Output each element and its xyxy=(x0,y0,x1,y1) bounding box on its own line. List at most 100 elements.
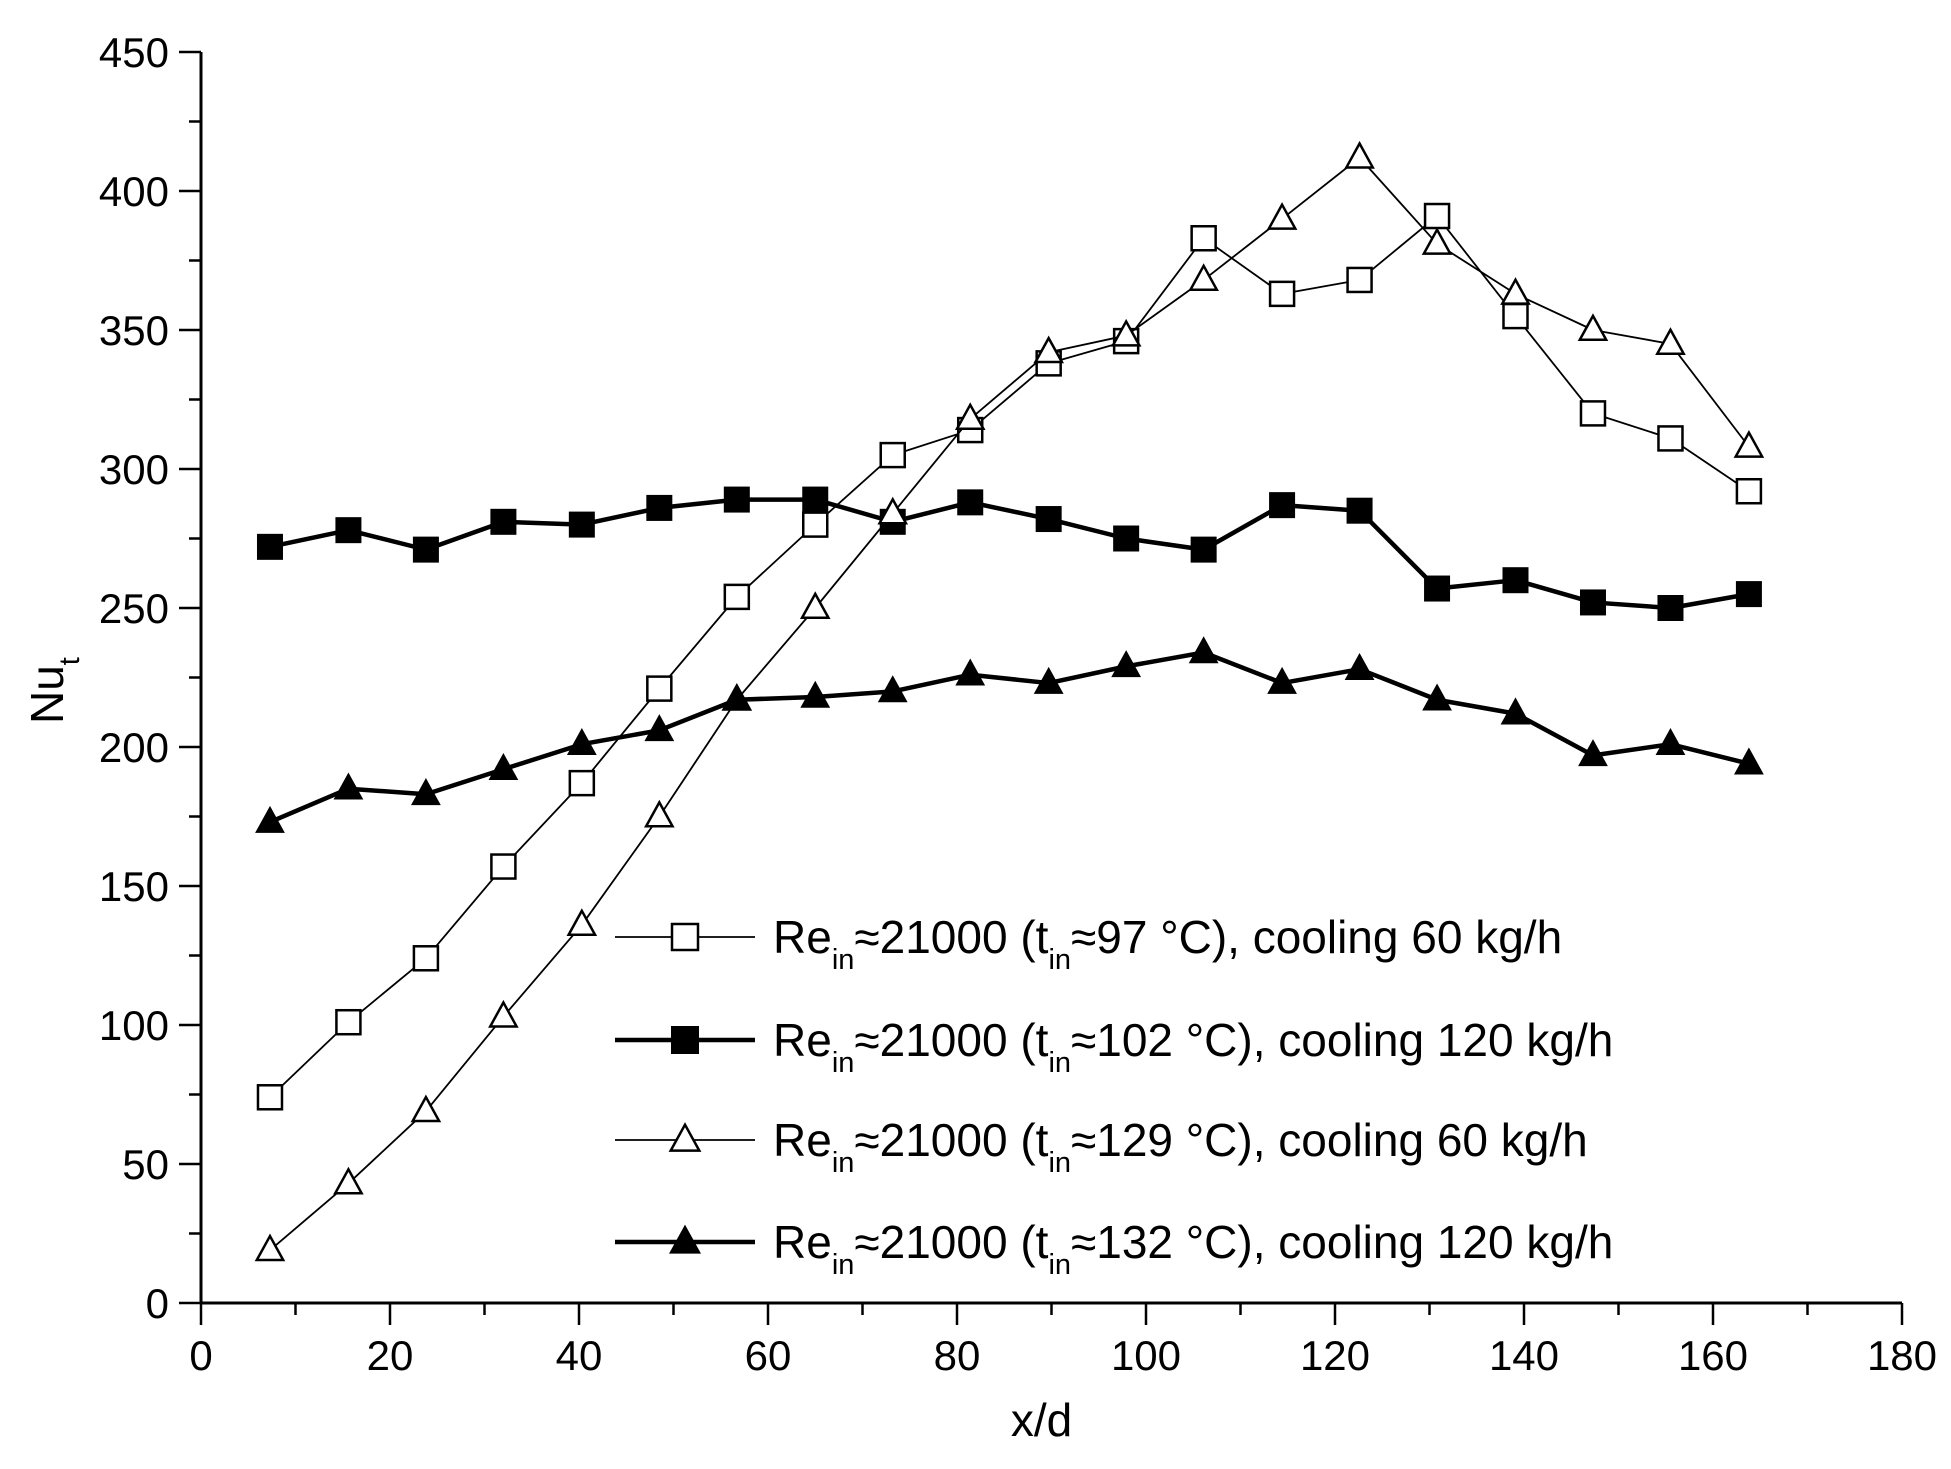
series-1-point xyxy=(1579,400,1607,427)
series-3-point xyxy=(1033,335,1064,364)
y-tick-label: 350 xyxy=(99,307,169,354)
series-1-point xyxy=(568,769,596,797)
series-4-point xyxy=(411,778,441,806)
series-4-line xyxy=(269,650,1750,825)
series-3-point xyxy=(799,591,831,620)
series-4-point xyxy=(255,805,285,833)
series-4-point xyxy=(1578,739,1608,767)
series-3-point xyxy=(566,908,598,936)
series-4-point xyxy=(644,714,675,742)
series-4-point xyxy=(1188,636,1219,664)
series-2-point xyxy=(1190,536,1217,563)
series-layer xyxy=(254,140,1765,1262)
y-tick-label: 100 xyxy=(99,1002,169,1049)
series-3-point xyxy=(1344,140,1375,169)
series-3-point xyxy=(1577,313,1609,342)
series-4 xyxy=(255,636,1764,833)
legend-label: Rein≈21000 (tin≈102 °C), cooling 120 kg/… xyxy=(773,1014,1613,1079)
series-1-point xyxy=(490,853,517,880)
series-2-point xyxy=(1113,525,1140,552)
series-2-point xyxy=(1735,581,1762,608)
x-tick-label: 160 xyxy=(1678,1332,1748,1379)
y-tick-label: 0 xyxy=(146,1280,169,1327)
series-4-point xyxy=(955,658,986,686)
x-tick-label: 120 xyxy=(1300,1332,1370,1379)
series-1-point xyxy=(1423,202,1451,230)
x-tick-label: 20 xyxy=(367,1332,414,1379)
y-axis-title: Nut xyxy=(21,657,86,724)
legend-marker xyxy=(671,1026,699,1054)
legend-entry-4: Rein≈21000 (tin≈132 °C), cooling 120 kg/… xyxy=(615,1216,1613,1281)
series-4-point xyxy=(1422,683,1452,711)
series-1-point xyxy=(802,511,829,538)
series-2-point xyxy=(1424,575,1451,602)
series-1 xyxy=(256,202,1763,1111)
series-2-point xyxy=(256,533,283,560)
x-tick-label: 180 xyxy=(1867,1332,1937,1379)
series-3-point xyxy=(410,1094,442,1123)
series-4-point xyxy=(1655,728,1686,756)
series-2-point xyxy=(1657,595,1684,621)
y-tick-label: 450 xyxy=(99,29,169,76)
series-4-point xyxy=(1111,650,1142,678)
series-4-point xyxy=(566,728,597,756)
x-tick-label: 100 xyxy=(1111,1332,1181,1379)
series-3-point xyxy=(1188,263,1219,292)
y-tick-label: 50 xyxy=(122,1141,169,1188)
y-tick-label: 300 xyxy=(99,446,169,493)
series-3-point xyxy=(1110,318,1142,347)
x-tick-label: 140 xyxy=(1489,1332,1559,1379)
legend-marker xyxy=(669,1224,701,1254)
series-2-point xyxy=(412,536,439,563)
series-1-point xyxy=(335,1008,362,1036)
series-2-point xyxy=(1269,492,1296,519)
series-1-point xyxy=(723,583,751,611)
series-1-point xyxy=(256,1084,284,1111)
x-tick-label: 80 xyxy=(934,1332,981,1379)
x-tick-label: 0 xyxy=(189,1332,212,1379)
series-4-point xyxy=(1500,697,1531,725)
y-tick-label: 150 xyxy=(99,863,169,910)
legend-marker xyxy=(668,1122,702,1152)
series-3-point xyxy=(1655,327,1686,355)
series-1-point xyxy=(1268,280,1296,308)
x-tick-label: 40 xyxy=(556,1332,603,1379)
series-2-point xyxy=(1579,589,1606,616)
series-4-point xyxy=(1734,747,1764,775)
series-4-point xyxy=(800,680,831,708)
series-3-point xyxy=(1733,430,1765,458)
series-3-point xyxy=(644,799,675,828)
series-4-point xyxy=(721,683,752,711)
series-1-point xyxy=(1657,425,1684,452)
legend-label: Rein≈21000 (tin≈129 °C), cooling 60 kg/h xyxy=(773,1114,1588,1179)
y-tick-label: 250 xyxy=(99,585,169,632)
series-1-point xyxy=(1502,302,1529,330)
series-3-point xyxy=(1266,202,1298,230)
series-4-point xyxy=(1267,666,1297,694)
series-1-point xyxy=(412,945,440,972)
series-2-point xyxy=(802,486,829,513)
series-2-point xyxy=(723,486,750,513)
legend-entry-1: Rein≈21000 (tin≈97 °C), cooling 60 kg/h xyxy=(615,911,1562,976)
legend-entry-3: Rein≈21000 (tin≈129 °C), cooling 60 kg/h xyxy=(615,1114,1588,1179)
series-1-line xyxy=(269,215,1750,1098)
series-2-point xyxy=(1346,497,1373,524)
series-3-point xyxy=(333,1166,364,1195)
y-tick-label: 200 xyxy=(99,724,169,771)
series-3 xyxy=(254,140,1765,1262)
legend: Rein≈21000 (tin≈97 °C), cooling 60 kg/h R… xyxy=(615,911,1613,1281)
series-3-point xyxy=(877,496,909,525)
x-tick-label: 60 xyxy=(745,1332,792,1379)
series-1-point xyxy=(646,675,673,702)
legend-label: Rein≈21000 (tin≈132 °C), cooling 120 kg/… xyxy=(773,1216,1613,1281)
series-2-line xyxy=(269,497,1750,611)
series-3-line xyxy=(269,156,1750,1251)
series-1-point xyxy=(1346,266,1373,294)
series-3-point xyxy=(488,999,519,1028)
series-1-point xyxy=(1735,477,1763,505)
x-axis-title: x/d xyxy=(1011,1394,1072,1446)
legend-marker xyxy=(670,922,700,952)
series-2-point xyxy=(1035,506,1062,533)
